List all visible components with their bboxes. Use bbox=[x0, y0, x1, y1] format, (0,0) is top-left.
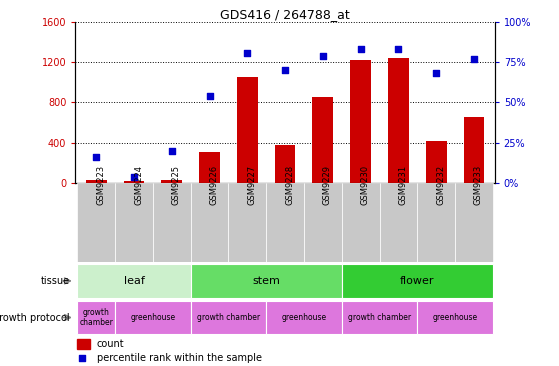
Bar bbox=[86, 180, 107, 183]
Text: greenhouse: greenhouse bbox=[281, 313, 326, 322]
FancyBboxPatch shape bbox=[229, 183, 266, 262]
Text: GSM9224: GSM9224 bbox=[134, 165, 143, 205]
FancyBboxPatch shape bbox=[266, 301, 342, 334]
Text: count: count bbox=[97, 339, 124, 349]
Text: growth protocol: growth protocol bbox=[0, 313, 70, 322]
FancyBboxPatch shape bbox=[191, 264, 342, 298]
Text: GSM9228: GSM9228 bbox=[285, 165, 294, 205]
Bar bbox=[237, 77, 258, 183]
FancyBboxPatch shape bbox=[77, 183, 115, 262]
Point bbox=[439, 280, 448, 286]
FancyBboxPatch shape bbox=[304, 183, 342, 262]
Point bbox=[432, 71, 440, 76]
FancyBboxPatch shape bbox=[342, 264, 493, 298]
FancyBboxPatch shape bbox=[417, 183, 455, 262]
Point bbox=[205, 93, 214, 99]
Point bbox=[319, 53, 328, 59]
FancyBboxPatch shape bbox=[342, 301, 417, 334]
FancyBboxPatch shape bbox=[115, 183, 153, 262]
Text: GSM9223: GSM9223 bbox=[96, 165, 105, 205]
Bar bbox=[350, 60, 371, 183]
Bar bbox=[388, 58, 409, 183]
Text: stem: stem bbox=[252, 276, 280, 286]
Bar bbox=[199, 152, 220, 183]
FancyBboxPatch shape bbox=[455, 183, 493, 262]
Bar bbox=[426, 141, 447, 183]
Text: growth chamber: growth chamber bbox=[348, 313, 411, 322]
Bar bbox=[124, 181, 144, 183]
FancyBboxPatch shape bbox=[77, 264, 191, 298]
Text: growth chamber: growth chamber bbox=[197, 313, 260, 322]
FancyBboxPatch shape bbox=[153, 183, 191, 262]
Point bbox=[92, 154, 101, 160]
Point bbox=[281, 67, 290, 73]
Bar bbox=[274, 145, 296, 183]
Text: greenhouse: greenhouse bbox=[130, 313, 176, 322]
Text: GSM9232: GSM9232 bbox=[436, 165, 445, 205]
FancyBboxPatch shape bbox=[266, 183, 304, 262]
Bar bbox=[77, 339, 90, 350]
Point bbox=[130, 173, 139, 179]
FancyBboxPatch shape bbox=[417, 301, 493, 334]
Title: GDS416 / 264788_at: GDS416 / 264788_at bbox=[220, 8, 350, 21]
Text: GSM9229: GSM9229 bbox=[323, 165, 332, 205]
Bar bbox=[162, 180, 182, 183]
FancyBboxPatch shape bbox=[115, 301, 191, 334]
Point bbox=[470, 56, 479, 62]
Text: GSM9225: GSM9225 bbox=[172, 165, 181, 205]
Text: leaf: leaf bbox=[124, 276, 144, 286]
Bar bbox=[463, 117, 484, 183]
Text: GSM9231: GSM9231 bbox=[399, 165, 408, 205]
Text: percentile rank within the sample: percentile rank within the sample bbox=[97, 354, 262, 363]
Bar bbox=[312, 97, 333, 183]
Text: growth
chamber: growth chamber bbox=[79, 308, 113, 327]
Text: flower: flower bbox=[400, 276, 434, 286]
FancyBboxPatch shape bbox=[191, 301, 266, 334]
Point bbox=[394, 46, 403, 52]
FancyBboxPatch shape bbox=[77, 301, 115, 334]
Text: GSM9233: GSM9233 bbox=[474, 165, 483, 205]
FancyBboxPatch shape bbox=[191, 183, 229, 262]
Point bbox=[167, 148, 176, 154]
Point bbox=[356, 46, 365, 52]
Text: GSM9227: GSM9227 bbox=[247, 165, 257, 205]
Text: GSM9226: GSM9226 bbox=[210, 165, 219, 205]
Text: GSM9230: GSM9230 bbox=[361, 165, 369, 205]
Point bbox=[243, 50, 252, 56]
Text: greenhouse: greenhouse bbox=[433, 313, 477, 322]
FancyBboxPatch shape bbox=[380, 183, 417, 262]
Text: tissue: tissue bbox=[41, 276, 70, 286]
FancyBboxPatch shape bbox=[342, 183, 380, 262]
